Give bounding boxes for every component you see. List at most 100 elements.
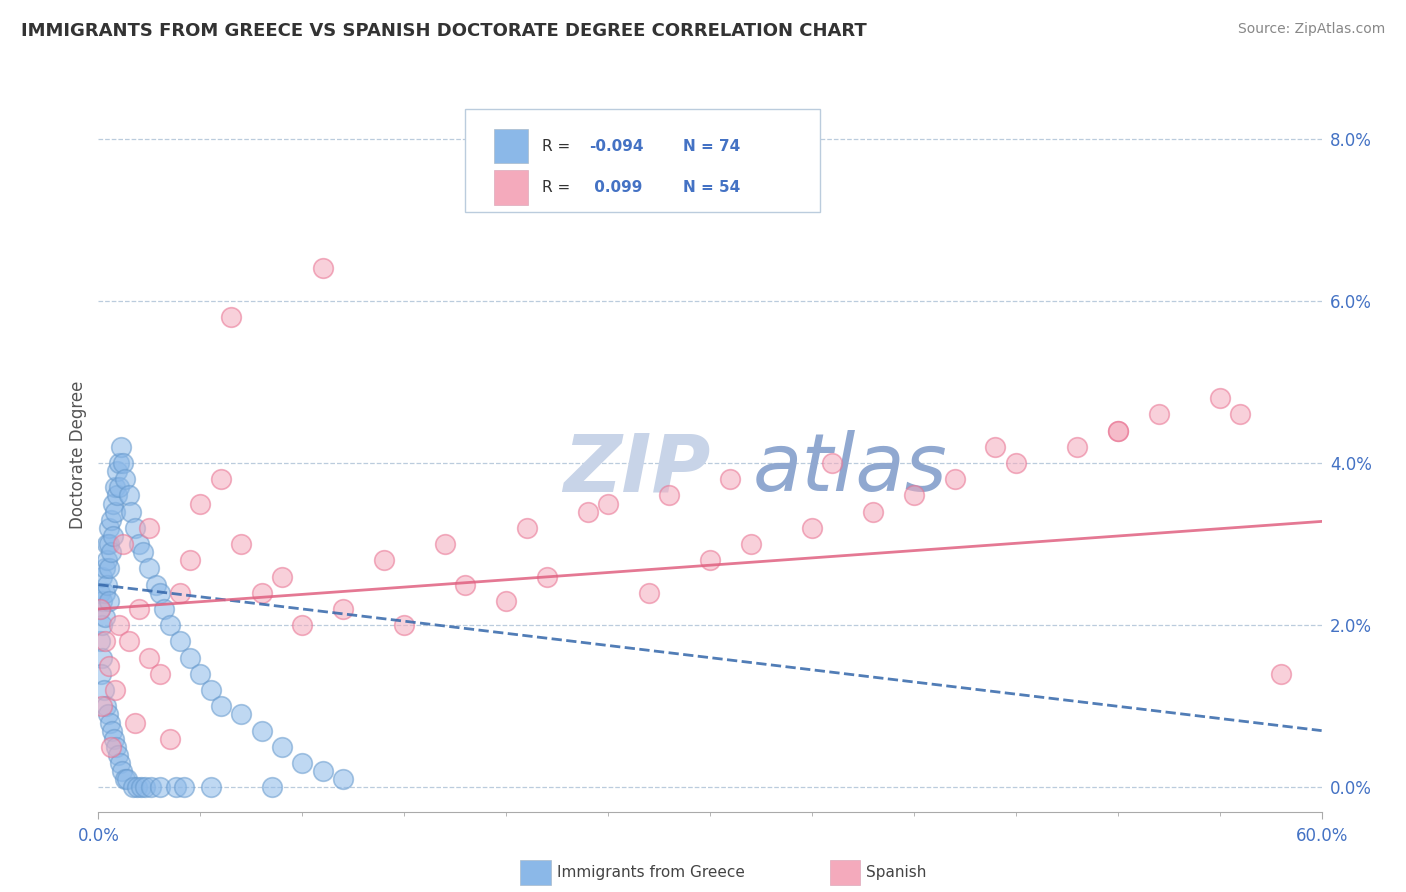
Point bbox=[93, 610, 115, 624]
Point bbox=[111, 456, 134, 470]
Point bbox=[231, 537, 253, 551]
Point bbox=[373, 553, 395, 567]
Point bbox=[138, 650, 160, 665]
Point bbox=[173, 780, 195, 795]
Point bbox=[821, 456, 844, 470]
Text: ZIP: ZIP bbox=[564, 430, 710, 508]
FancyBboxPatch shape bbox=[465, 109, 820, 212]
Point bbox=[159, 731, 181, 746]
Point bbox=[312, 261, 335, 276]
FancyBboxPatch shape bbox=[494, 170, 527, 204]
Point bbox=[149, 666, 172, 681]
Point bbox=[903, 488, 925, 502]
Point bbox=[124, 521, 146, 535]
Y-axis label: Doctorate Degree: Doctorate Degree bbox=[69, 381, 87, 529]
Point bbox=[658, 488, 681, 502]
Point bbox=[101, 529, 124, 543]
Point bbox=[110, 440, 132, 454]
Point bbox=[596, 497, 619, 511]
Point bbox=[1208, 391, 1232, 405]
Point bbox=[97, 707, 120, 722]
Point bbox=[862, 505, 884, 519]
Point bbox=[128, 602, 150, 616]
Point bbox=[454, 577, 477, 591]
Point bbox=[108, 456, 131, 470]
Point bbox=[91, 650, 114, 665]
Point bbox=[138, 521, 160, 535]
Text: R =: R = bbox=[543, 138, 575, 153]
Point bbox=[260, 780, 283, 795]
Text: R =: R = bbox=[543, 180, 575, 195]
Text: N = 74: N = 74 bbox=[683, 138, 741, 153]
Text: IMMIGRANTS FROM GREECE VS SPANISH DOCTORATE DEGREE CORRELATION CHART: IMMIGRANTS FROM GREECE VS SPANISH DOCTOR… bbox=[21, 22, 868, 40]
Point bbox=[128, 537, 150, 551]
Point bbox=[122, 780, 145, 795]
Point bbox=[433, 537, 456, 551]
Point bbox=[291, 756, 314, 770]
Point bbox=[138, 561, 160, 575]
Point bbox=[105, 488, 128, 502]
Point bbox=[270, 569, 294, 583]
Point bbox=[108, 480, 131, 494]
Text: -0.094: -0.094 bbox=[589, 138, 644, 153]
Point bbox=[516, 521, 538, 535]
Point bbox=[132, 545, 155, 559]
Point bbox=[105, 464, 128, 478]
Point bbox=[97, 521, 120, 535]
Point bbox=[149, 780, 172, 795]
Point bbox=[89, 586, 111, 600]
Point bbox=[108, 618, 131, 632]
Point bbox=[1107, 424, 1129, 438]
Point bbox=[91, 618, 114, 632]
Point bbox=[1270, 666, 1292, 681]
Point bbox=[91, 569, 114, 583]
Point bbox=[97, 658, 120, 673]
Point bbox=[1147, 408, 1170, 422]
Point bbox=[104, 480, 127, 494]
Point bbox=[115, 772, 138, 787]
Point bbox=[96, 577, 118, 591]
Point bbox=[90, 666, 112, 681]
Point bbox=[200, 780, 222, 795]
Point bbox=[169, 586, 191, 600]
Point bbox=[152, 602, 174, 616]
Text: 0.099: 0.099 bbox=[589, 180, 643, 195]
Point bbox=[97, 561, 120, 575]
Point bbox=[188, 666, 212, 681]
FancyBboxPatch shape bbox=[494, 129, 527, 163]
Point bbox=[231, 707, 253, 722]
Point bbox=[219, 310, 242, 324]
Point bbox=[291, 618, 314, 632]
Point bbox=[120, 505, 142, 519]
Point bbox=[91, 594, 114, 608]
Point bbox=[169, 634, 191, 648]
Point bbox=[332, 602, 354, 616]
Point bbox=[101, 497, 124, 511]
Point bbox=[134, 780, 156, 795]
Point bbox=[740, 537, 762, 551]
Point bbox=[270, 739, 294, 754]
Point bbox=[118, 488, 141, 502]
Point bbox=[100, 739, 122, 754]
Point bbox=[312, 764, 335, 779]
Point bbox=[179, 650, 201, 665]
Point bbox=[1229, 408, 1251, 422]
Point bbox=[1066, 440, 1088, 454]
Point bbox=[1107, 424, 1129, 438]
Point bbox=[91, 699, 114, 714]
Point bbox=[108, 756, 131, 770]
Point bbox=[100, 513, 122, 527]
Point bbox=[89, 634, 111, 648]
Text: N = 54: N = 54 bbox=[683, 180, 741, 195]
Point bbox=[111, 537, 134, 551]
Point bbox=[159, 618, 181, 632]
Point bbox=[124, 715, 146, 730]
Point bbox=[100, 723, 122, 738]
Point bbox=[114, 772, 136, 787]
Point bbox=[536, 569, 558, 583]
Point bbox=[188, 497, 212, 511]
Point bbox=[96, 537, 118, 551]
Point bbox=[104, 739, 127, 754]
Point bbox=[392, 618, 416, 632]
Point bbox=[801, 521, 824, 535]
